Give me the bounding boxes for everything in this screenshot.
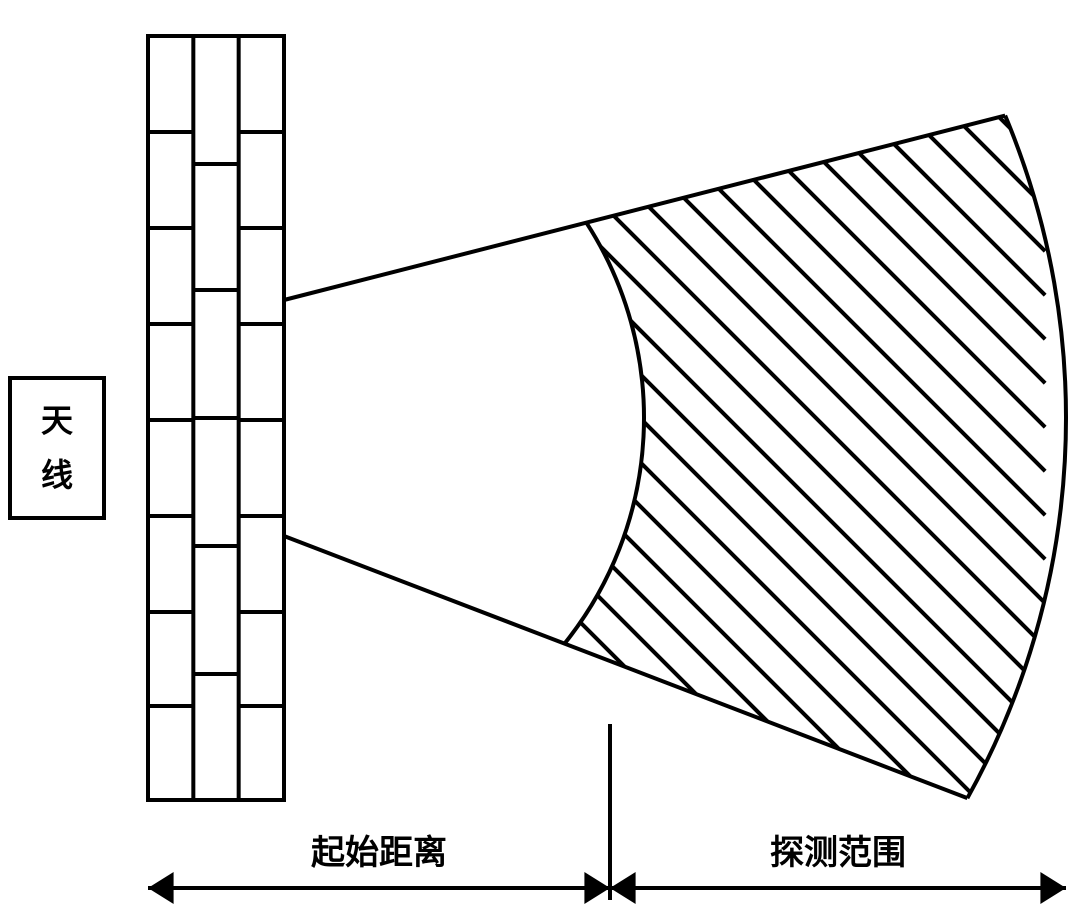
antenna-label-char-2: 线 [41, 457, 73, 493]
beam-outline [284, 116, 1066, 799]
detection-range-label: 探测范围 [770, 834, 906, 872]
antenna-array [148, 36, 284, 800]
start-distance-label: 起始距离 [311, 833, 447, 872]
antenna-label-box: 天 线 [10, 378, 104, 518]
dimension-start-distance [148, 872, 610, 904]
detection-zone-hatch [525, 0, 1046, 920]
radar-diagram: 天 线 起始距离 探测范围 [0, 0, 1082, 920]
antenna-label-char-1: 天 [41, 403, 73, 439]
dimension-detection-range [610, 872, 1066, 904]
